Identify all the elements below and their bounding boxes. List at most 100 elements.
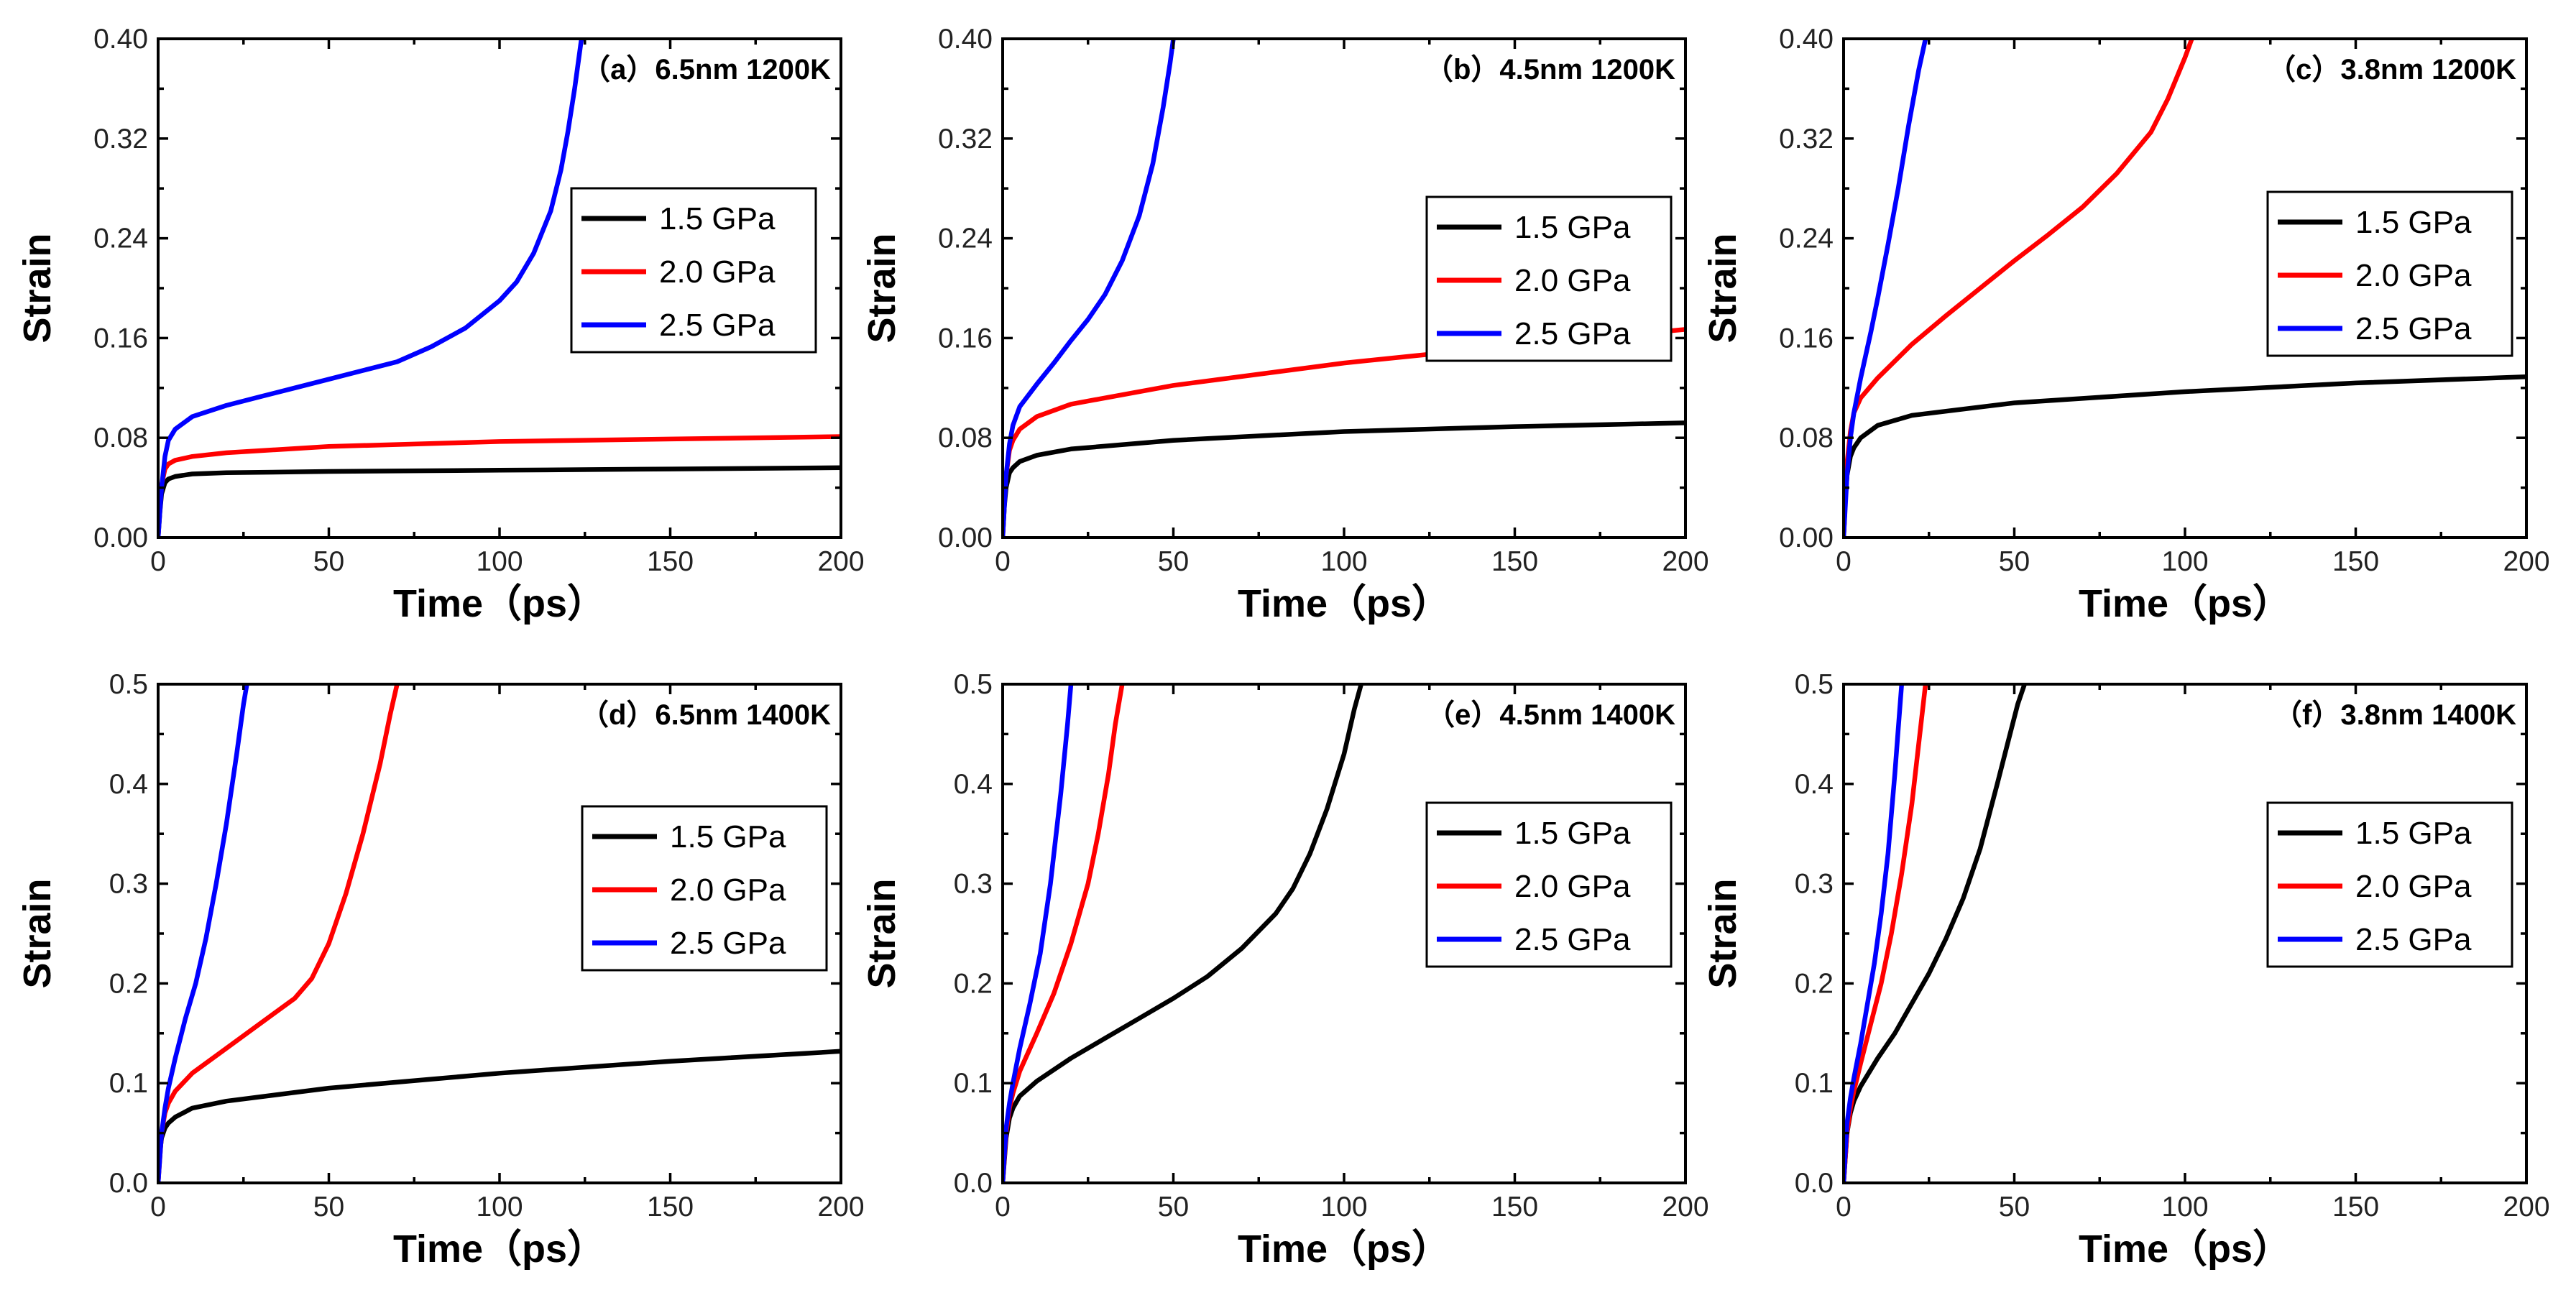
panel-5-legend: 1.5 GPa 2.0 GPa 2.5 GPa (1425, 801, 1673, 968)
panel-4-y-tick-label: 0.0 (109, 1168, 148, 1199)
panel-6-title: （f）3.8nm 1400K (2273, 699, 2516, 731)
panel-1-x-tick-label: 200 (817, 546, 864, 577)
panel-6-x-tick-label: 0 (1836, 1192, 1852, 1222)
panel-1-series-line-1 (158, 465, 841, 538)
panel-3-y-tick-label: 0.40 (1779, 24, 1834, 55)
panel-4-x-tick-label: 150 (647, 1192, 694, 1222)
panel-2-x-tick-label: 50 (1158, 546, 1189, 577)
panel-1-series-line-3 (158, 39, 584, 538)
panel-6-x-tick-label: 200 (2503, 1192, 2549, 1222)
panel-3-y-tick-label: 0.00 (1779, 522, 1834, 553)
panel-3-title: （c）3.8nm 1200K (2267, 54, 2516, 86)
panel-3-x-axis-title: Time（ps） (2079, 582, 2291, 625)
panel-1-y-tick-label: 0.24 (93, 224, 148, 254)
panel-3-y-tick-label: 0.16 (1779, 323, 1834, 354)
panel-4-x-tick-label: 0 (150, 1192, 166, 1222)
panel-5-y-tick-label: 0.3 (954, 869, 993, 900)
panel-1-title: （a）6.5nm 1200K (581, 54, 831, 86)
panel-1-y-axis-title: Strain (16, 233, 59, 343)
panel-5-y-tick-label: 0.5 (954, 669, 993, 700)
panel-4-x-axis-title: Time（ps） (393, 1227, 606, 1271)
panel-1-y-tick-label: 0.00 (93, 522, 148, 553)
panel-1-legend-label-3: 2.5 GPa (659, 308, 776, 343)
panel-6-y-tick-label: 0.4 (1795, 769, 1834, 800)
panel-2-legend-label-2: 2.0 GPa (1514, 263, 1631, 298)
panel-3-x-tick-label: 50 (1999, 546, 2030, 577)
panel-6-x-axis-title: Time（ps） (2079, 1227, 2291, 1271)
panel-2-series-line-3 (1003, 39, 1176, 538)
panel-1-x-tick-label: 100 (476, 546, 523, 577)
panel-6-series-line-1 (1844, 684, 2028, 1183)
panel-3-legend: 1.5 GPa 2.0 GPa 2.5 GPa (2266, 190, 2513, 357)
panel-1-y-tick-label: 0.32 (93, 124, 148, 155)
panel-2-x-tick-label: 100 (1320, 546, 1367, 577)
panel-4-series-line-1 (158, 1049, 841, 1183)
panel-3-x-tick-label: 100 (2161, 546, 2208, 577)
panel-3-series-line-3 (1844, 39, 1928, 538)
panel-4-legend-label-1: 1.5 GPa (670, 819, 786, 854)
panel-5-x-tick-label: 0 (995, 1192, 1011, 1222)
panel-1-y-tick-label: 0.16 (93, 323, 148, 354)
panel-2-y-tick-label: 0.40 (938, 24, 993, 55)
panel-3-y-axis-title: Strain (1701, 233, 1744, 343)
panel-4-legend-label-3: 2.5 GPa (670, 926, 786, 961)
panel-2-y-tick-label: 0.24 (938, 224, 993, 254)
panel-4-x-tick-label: 50 (313, 1192, 344, 1222)
panel-6-y-axis-title: Strain (1701, 878, 1744, 988)
panel-3-series-line-1 (1844, 374, 2526, 538)
panel-6-y-tick-label: 0.1 (1795, 1068, 1834, 1099)
panel-5-y-tick-label: 0.0 (954, 1168, 993, 1199)
panel-6-series-line-2 (1844, 684, 1928, 1183)
panel-6-legend-label-2: 2.0 GPa (2355, 869, 2472, 904)
panel-1-x-tick-label: 0 (150, 546, 166, 577)
panel-6-x-tick-label: 50 (1999, 1192, 2030, 1222)
panel-3-legend-label-2: 2.0 GPa (2355, 258, 2472, 293)
panel-2: 0 50 100 150 200 0.00 0.08 0.16 0.24 0.32 0.40 Time… (860, 24, 1709, 625)
panel-2-y-tick-label: 0.00 (938, 522, 993, 553)
panel-3: 0 50 100 150 200 0.00 0.08 0.16 0.24 0.32 0.40 Time… (1701, 24, 2550, 625)
panel-2-y-axis-title: Strain (860, 233, 903, 343)
panel-3-x-tick-label: 0 (1836, 546, 1852, 577)
panel-4-y-tick-label: 0.5 (109, 669, 148, 700)
panel-2-x-axis-title: Time（ps） (1238, 582, 1450, 625)
panel-3-series-line-2 (1844, 39, 2194, 538)
panel-1-x-tick-label: 150 (647, 546, 694, 577)
panel-2-x-tick-label: 200 (1662, 546, 1708, 577)
panel-4: 0 50 100 150 200 0.0 0.1 0.2 0.3 0.4 0.5 Time（ps） St… (16, 669, 865, 1271)
panel-3-y-tick-label: 0.24 (1779, 224, 1834, 254)
panel-2-y-tick-label: 0.16 (938, 323, 993, 354)
panel-4-x-tick-label: 100 (476, 1192, 523, 1222)
panel-5-legend-label-1: 1.5 GPa (1514, 816, 1631, 851)
panel-3-x-tick-label: 200 (2503, 546, 2549, 577)
panel-4-x-tick-label: 200 (817, 1192, 864, 1222)
panel-6-legend-label-1: 1.5 GPa (2355, 816, 2472, 851)
panel-4-title: （d）6.5nm 1400K (580, 699, 831, 731)
panel-4-legend-label-2: 2.0 GPa (670, 872, 786, 908)
panel-1-y-tick-label: 0.40 (93, 24, 148, 55)
panel-4-y-tick-label: 0.3 (109, 869, 148, 900)
panel-3-legend-label-3: 2.5 GPa (2355, 311, 2472, 346)
panel-4-legend: 1.5 GPa 2.0 GPa 2.5 GPa (581, 805, 828, 972)
panel-6-y-tick-label: 0.5 (1795, 669, 1834, 700)
panel-2-y-tick-label: 0.08 (938, 423, 993, 453)
panel-5-y-tick-label: 0.1 (954, 1068, 993, 1099)
panel-6-legend: 1.5 GPa 2.0 GPa 2.5 GPa (2266, 801, 2513, 968)
panel-4-y-axis-title: Strain (16, 878, 59, 988)
panel-1-legend: 1.5 GPa 2.0 GPa 2.5 GPa (570, 187, 817, 354)
panel-6-x-tick-label: 150 (2332, 1192, 2379, 1222)
panel-2-legend-label-1: 1.5 GPa (1514, 210, 1631, 245)
panel-2-legend-label-3: 2.5 GPa (1514, 316, 1631, 351)
panel-2-y-tick-label: 0.32 (938, 124, 993, 155)
panel-3-y-tick-label: 0.32 (1779, 124, 1834, 155)
panel-6-series-line-3 (1844, 684, 1905, 1183)
panel-5-series-line-1 (1003, 684, 1364, 1183)
panel-2-series-line-1 (1003, 420, 1685, 538)
panel-2-x-tick-label: 150 (1491, 546, 1538, 577)
panel-5-title: （e）4.5nm 1400K (1426, 699, 1675, 731)
panel-3-y-tick-label: 0.08 (1779, 423, 1834, 453)
panel-5-legend-label-3: 2.5 GPa (1514, 922, 1631, 957)
panel-5-x-tick-label: 200 (1662, 1192, 1708, 1222)
panel-6-y-tick-label: 0.0 (1795, 1168, 1834, 1199)
panel-2-legend: 1.5 GPa 2.0 GPa 2.5 GPa (1425, 195, 1673, 362)
